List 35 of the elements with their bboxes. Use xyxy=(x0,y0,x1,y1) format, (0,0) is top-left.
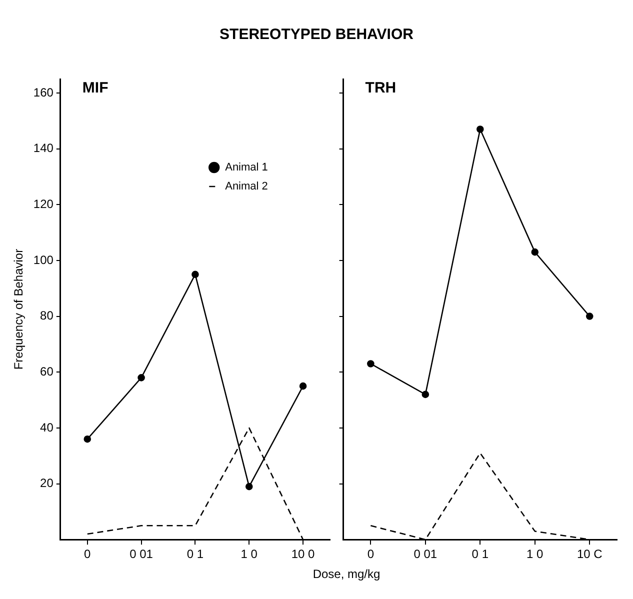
point xyxy=(531,248,539,256)
point xyxy=(245,482,253,490)
y-tick-label: 20 xyxy=(40,476,54,490)
point xyxy=(138,374,145,382)
point xyxy=(422,390,430,398)
x-tick-label: 0 01 xyxy=(414,547,438,562)
y-tick-label: 60 xyxy=(40,364,54,378)
y-axis-title: Frequency of Behavior xyxy=(12,248,26,370)
x-tick-label: 0 01 xyxy=(130,547,154,562)
x-tick-label: 10 0 xyxy=(291,547,316,562)
y-tick-label: 160 xyxy=(33,85,54,100)
chart-title: STEREOTYPED BEHAVIOR xyxy=(218,25,414,45)
point xyxy=(586,312,594,320)
legend-label: Animal 2 xyxy=(225,180,268,193)
x-tick-label: 1 0 xyxy=(240,547,258,562)
x-tick-label: 0 1 xyxy=(186,547,204,562)
legend-label: Animal 1 xyxy=(225,162,268,174)
x-tick-label: 1 0 xyxy=(526,547,544,562)
y-tick-label: 80 xyxy=(40,308,54,323)
point xyxy=(367,360,374,368)
chart-subtitle: TRH xyxy=(365,80,396,97)
x-tick-label: 0 xyxy=(367,547,374,562)
y-tick-label: 40 xyxy=(40,420,54,434)
y-tick-label: 140 xyxy=(33,141,54,156)
x-axis-title: Dose, mg/kg xyxy=(312,566,382,581)
y-tick-label: 100 xyxy=(33,252,54,267)
x-tick-label: 0 1 xyxy=(472,547,489,562)
point xyxy=(192,270,199,278)
point xyxy=(299,382,307,390)
chart-subtitle: MIF xyxy=(82,80,108,97)
y-tick-label: 120 xyxy=(33,196,54,211)
x-tick-label: 0 xyxy=(84,547,92,562)
x-tick-label: 10 C xyxy=(576,547,603,562)
point xyxy=(84,435,92,443)
point xyxy=(476,126,484,133)
